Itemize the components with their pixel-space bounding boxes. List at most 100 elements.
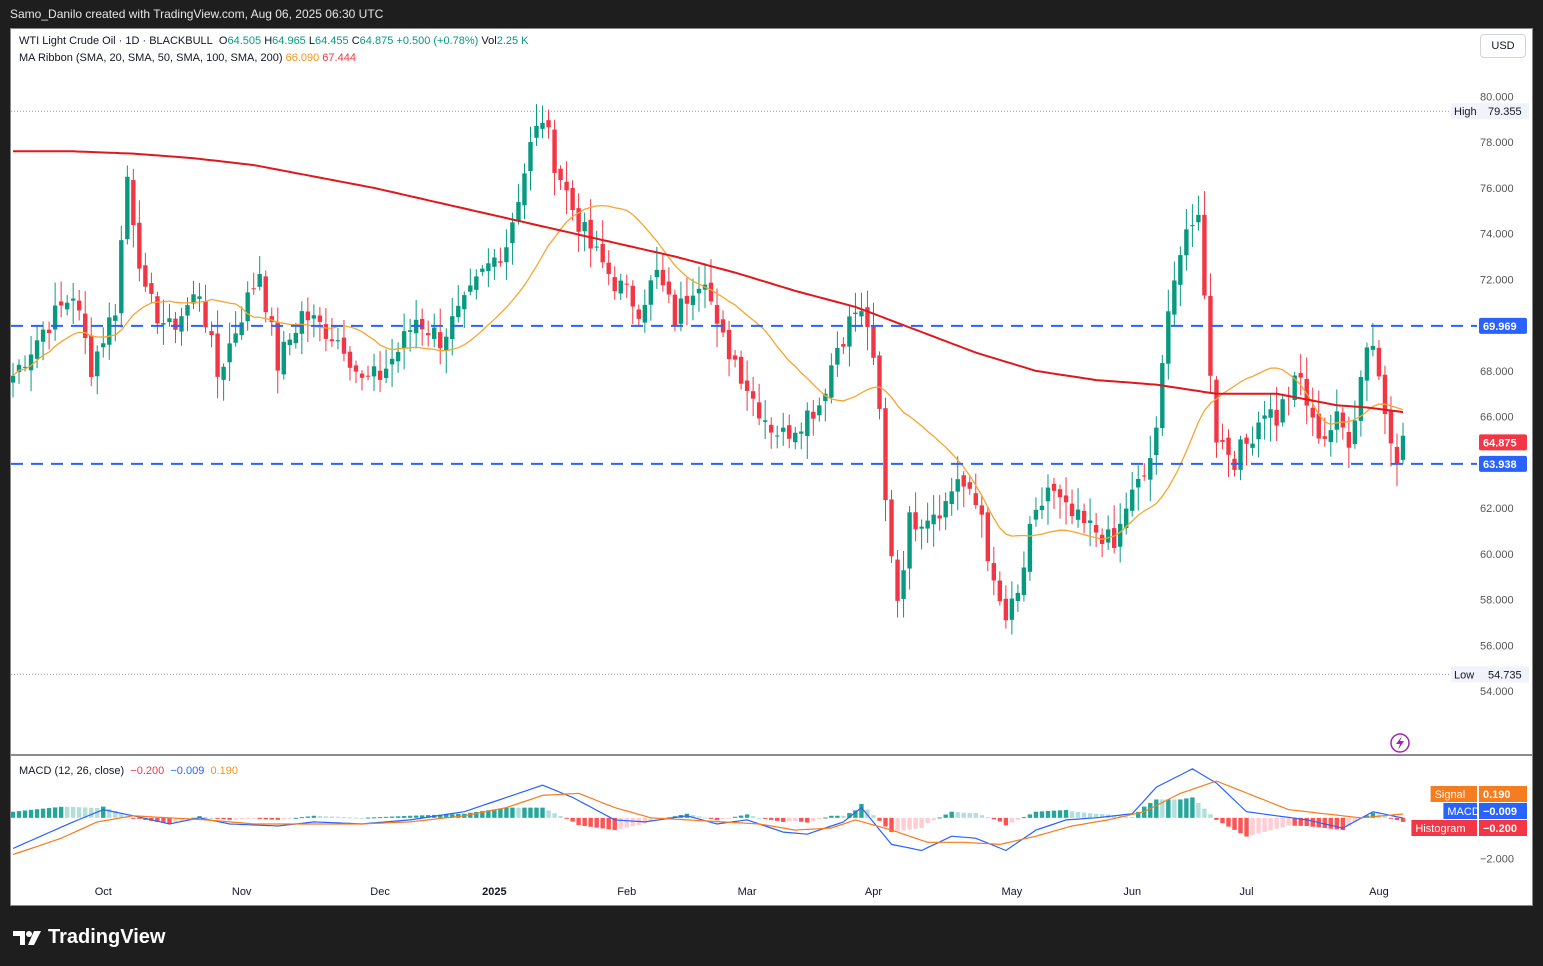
macd-histogram-bar xyxy=(221,817,226,820)
macd-histogram-bar xyxy=(1063,810,1069,818)
y-tick-label: 78.000 xyxy=(1480,137,1514,149)
candle-body xyxy=(732,355,738,360)
candle-body xyxy=(516,201,521,221)
macd-histogram-bar xyxy=(931,817,936,821)
candle-body xyxy=(588,219,593,249)
macd-histogram-bar xyxy=(582,817,587,826)
candle-body xyxy=(1093,524,1099,533)
candle-body xyxy=(1063,495,1069,503)
macd-histogram-bar xyxy=(1268,817,1273,831)
candle-body xyxy=(1376,347,1382,377)
candle-body xyxy=(660,269,666,286)
candle-body xyxy=(907,512,912,569)
macd-histogram-bar xyxy=(817,817,822,820)
macd-histogram-bar xyxy=(787,817,792,822)
candle-body xyxy=(642,304,648,323)
macd-histogram-bar xyxy=(1033,811,1039,818)
candle-body xyxy=(305,311,311,321)
y-tick-label: 76.000 xyxy=(1480,183,1514,195)
y-tick-label: 56.000 xyxy=(1480,640,1514,652)
y-tick-label: 66.000 xyxy=(1480,412,1514,424)
macd-histogram-bar xyxy=(877,817,882,821)
candle-body xyxy=(1184,229,1189,256)
macd-histogram-bar xyxy=(323,816,329,818)
macd-histogram-bar xyxy=(1087,813,1093,818)
macd-histogram-bar xyxy=(997,817,1003,822)
macd-histogram-bar xyxy=(1081,812,1087,818)
candle-body xyxy=(179,316,184,332)
macd-histogram-bar xyxy=(1172,799,1177,818)
tradingview-logo[interactable]: TradingView xyxy=(12,926,165,949)
candle-body xyxy=(438,332,443,349)
candle-body xyxy=(257,274,262,287)
chart-canvas[interactable]: 80.00078.00076.00074.00072.00070.00068.0… xyxy=(11,29,1532,905)
macd-histogram-bar xyxy=(119,813,124,818)
candle-body xyxy=(155,296,160,324)
macd-histogram-bar xyxy=(353,817,359,819)
macd-histogram-bar xyxy=(1346,817,1352,827)
candle-body xyxy=(504,247,509,263)
macd-histogram-bar xyxy=(1069,811,1075,818)
macd-histogram-bar xyxy=(955,812,960,818)
candle-body xyxy=(1202,214,1207,296)
macd-histogram-bar xyxy=(1298,817,1303,826)
candle-body xyxy=(287,339,292,346)
macd-histogram-bar xyxy=(34,809,40,818)
footer-bar: TradingView xyxy=(0,906,1543,966)
macd-histogram-bar xyxy=(203,817,208,819)
candle-body xyxy=(1087,520,1093,523)
candle-body xyxy=(143,265,148,287)
candle-body xyxy=(46,329,52,334)
candle-body xyxy=(648,280,654,305)
candle-body xyxy=(275,321,280,371)
candle-body xyxy=(1274,409,1279,426)
candle-body xyxy=(401,331,407,349)
candle-body xyxy=(185,305,190,316)
macd-histogram-bar xyxy=(215,817,220,819)
x-axis-label: Mar xyxy=(738,886,757,898)
macd-histogram-bar xyxy=(1292,817,1297,826)
candle-body xyxy=(510,222,515,244)
candle-body xyxy=(1015,592,1021,601)
close-value: 64.875 xyxy=(359,35,394,47)
macd-histogram-bar xyxy=(1015,817,1021,820)
candle-body xyxy=(245,292,250,322)
macd-histogram-bar xyxy=(377,817,383,819)
candle-body xyxy=(1370,345,1376,350)
macd-histogram-bar xyxy=(341,817,347,819)
macd-histogram-bar xyxy=(76,807,82,818)
tradingview-logo-text: TradingView xyxy=(48,926,166,948)
high-label: H xyxy=(264,35,273,47)
macd-histogram-bar xyxy=(618,817,623,829)
macd-histogram-bar xyxy=(389,816,395,818)
macd-histogram-bar xyxy=(943,814,948,818)
last-price-label: 64.875 xyxy=(1483,437,1517,449)
candle-body xyxy=(1214,379,1219,443)
macd-histogram-bar xyxy=(702,817,708,819)
candle-body xyxy=(58,301,64,306)
candle-body xyxy=(1334,411,1340,430)
macd-histogram-bar xyxy=(534,807,539,818)
macd-histogram-bar xyxy=(865,809,870,818)
macd-histogram-bar xyxy=(1364,815,1370,818)
candle-body xyxy=(149,283,154,294)
candle-body xyxy=(799,431,804,434)
macd-histogram-bar xyxy=(985,817,991,819)
y-tick-label: 58.000 xyxy=(1480,595,1514,607)
candle-body xyxy=(119,240,124,314)
candle-body xyxy=(1081,510,1087,524)
macd-histogram-bar xyxy=(750,816,756,818)
y-tick-label: 80.000 xyxy=(1480,91,1514,103)
macd-histogram-bar xyxy=(365,817,371,819)
candle-body xyxy=(1280,399,1285,423)
candle-body xyxy=(11,375,16,383)
macd-histogram-bar xyxy=(275,817,280,820)
candle-body xyxy=(1382,374,1388,415)
macd-histogram-bar xyxy=(853,810,858,818)
currency-button[interactable]: USD xyxy=(1480,34,1526,58)
candle-body xyxy=(419,319,425,330)
candle-body xyxy=(841,344,846,347)
macd-histogram-bar xyxy=(191,817,196,819)
candle-body xyxy=(738,356,744,384)
candle-body xyxy=(209,331,214,336)
